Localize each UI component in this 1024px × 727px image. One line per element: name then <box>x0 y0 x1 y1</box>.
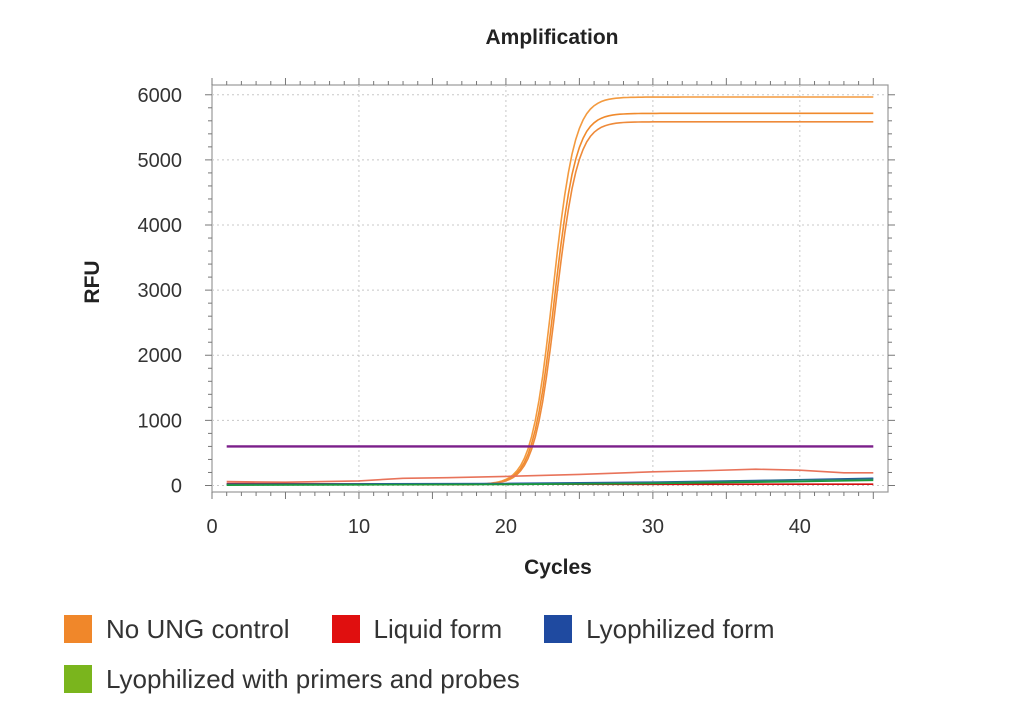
y-tick-label: 2000 <box>138 345 183 367</box>
legend-row-2: Lyophilized with primers and probes <box>64 654 964 704</box>
legend-item-lyophilized-form: Lyophilized form <box>544 614 774 645</box>
y-tick-label: 0 <box>171 475 182 497</box>
legend: No UNG control Liquid form Lyophilized f… <box>64 604 964 704</box>
legend-swatch-no-ung-control <box>64 615 92 643</box>
x-tick-label: 10 <box>348 516 370 538</box>
y-tick-label: 6000 <box>138 85 183 107</box>
chart-title: Amplification <box>485 26 618 49</box>
y-tick-label: 5000 <box>138 150 183 172</box>
y-tick-labels: 0 1000 2000 3000 4000 5000 6000 <box>138 85 183 498</box>
series-line-lyophilized-with-primers-and-probes-7 <box>226 479 874 486</box>
x-tick-label: 30 <box>642 516 664 538</box>
series-lines <box>226 96 874 486</box>
legend-item-liquid-form: Liquid form <box>331 613 503 645</box>
x-tick-labels: 0 10 20 30 40 <box>206 516 811 538</box>
legend-item-no-ung-control: No UNG control <box>64 614 290 645</box>
y-tick-label: 4000 <box>138 215 183 237</box>
y-tick-label: 3000 <box>138 280 183 302</box>
axis-ticks <box>205 78 895 499</box>
legend-label-lyophilized-primers-probes: Lyophilized with primers and probes <box>106 663 520 694</box>
series-line-liquid-form-3 <box>226 468 874 484</box>
legend-swatch-lyophilized-form <box>544 615 573 643</box>
plot-area <box>211 84 889 493</box>
legend-swatch-liquid-form <box>331 615 360 643</box>
x-tick-label: 20 <box>495 516 517 538</box>
x-tick-label: 40 <box>789 516 811 538</box>
legend-row-1: No UNG control Liquid form Lyophilized f… <box>64 604 964 654</box>
legend-swatch-lyophilized-primers-probes <box>64 665 92 693</box>
amplification-chart: Amplification 0 10 20 30 40 0 1000 2000 3000 400… <box>81 26 895 579</box>
y-axis-title: RFU <box>81 260 104 303</box>
x-axis-title: Cycles <box>524 556 592 579</box>
legend-label-liquid-form: Liquid form <box>373 613 503 644</box>
legend-item-lyophilized-primers-probes: Lyophilized with primers and probes <box>64 664 520 695</box>
legend-label-lyophilized-form: Lyophilized form <box>586 613 775 644</box>
x-tick-label: 0 <box>206 516 217 538</box>
legend-label-no-ung-control: No UNG control <box>106 613 290 644</box>
y-tick-label: 1000 <box>138 410 183 432</box>
